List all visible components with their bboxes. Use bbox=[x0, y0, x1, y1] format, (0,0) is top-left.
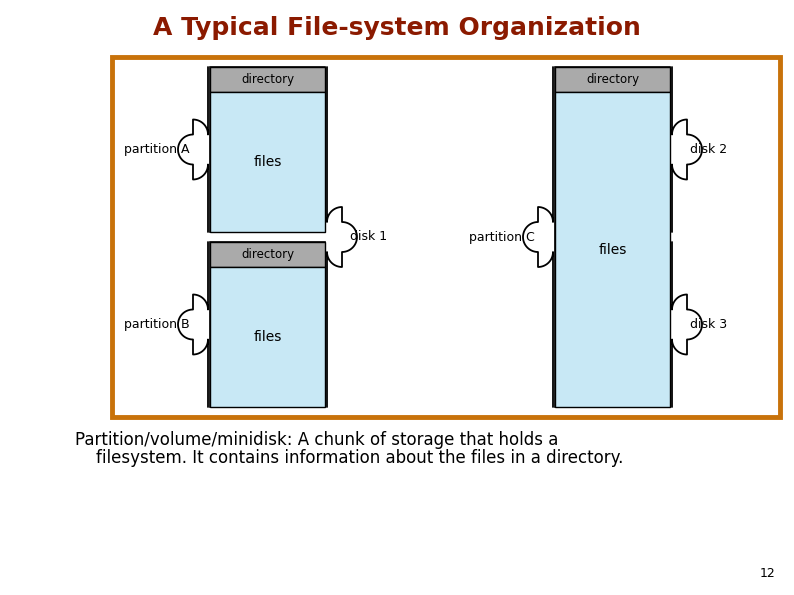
Text: files: files bbox=[599, 243, 626, 256]
Text: directory: directory bbox=[241, 73, 294, 86]
Bar bbox=[555, 67, 670, 407]
Text: files: files bbox=[253, 155, 282, 169]
Text: directory: directory bbox=[241, 248, 294, 261]
Bar bbox=[112, 57, 780, 417]
Text: directory: directory bbox=[586, 73, 639, 86]
Bar bbox=[210, 67, 325, 92]
Bar bbox=[210, 267, 325, 407]
Bar bbox=[555, 67, 670, 92]
Bar bbox=[555, 92, 670, 407]
Text: files: files bbox=[253, 330, 282, 344]
Bar bbox=[210, 242, 325, 407]
Text: partition B: partition B bbox=[125, 318, 190, 331]
Text: filesystem. It contains information about the files in a directory.: filesystem. It contains information abou… bbox=[75, 449, 623, 467]
Text: A Typical File-system Organization: A Typical File-system Organization bbox=[153, 16, 641, 40]
Text: disk 1: disk 1 bbox=[350, 230, 387, 243]
Bar bbox=[210, 67, 325, 232]
Text: partition C: partition C bbox=[469, 230, 535, 243]
Text: disk 2: disk 2 bbox=[690, 143, 727, 156]
Text: disk 3: disk 3 bbox=[690, 318, 727, 331]
Text: 12: 12 bbox=[759, 567, 775, 580]
Text: Partition/volume/minidisk: A chunk of storage that holds a: Partition/volume/minidisk: A chunk of st… bbox=[75, 431, 558, 449]
Bar bbox=[210, 242, 325, 267]
Text: partition A: partition A bbox=[125, 143, 190, 156]
Bar bbox=[210, 92, 325, 232]
